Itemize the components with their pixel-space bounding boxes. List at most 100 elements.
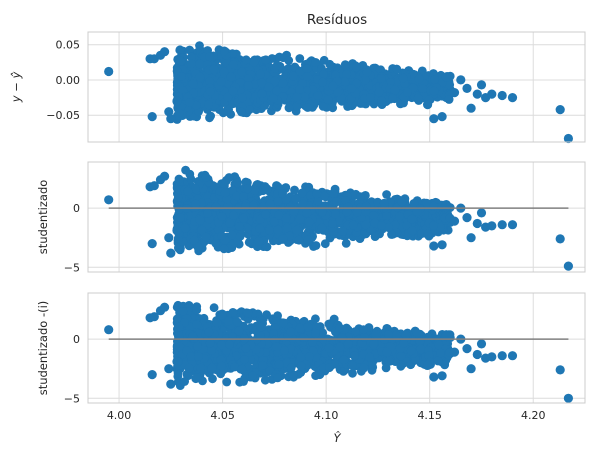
data-point bbox=[217, 231, 227, 241]
data-point bbox=[172, 226, 182, 236]
data-point bbox=[348, 220, 358, 230]
data-point bbox=[228, 60, 238, 69]
x-tick-label: 4.10 bbox=[314, 409, 339, 422]
data-point bbox=[319, 70, 328, 79]
data-point bbox=[423, 229, 433, 239]
data-point bbox=[245, 105, 254, 114]
data-point bbox=[228, 308, 238, 317]
data-point bbox=[217, 212, 227, 221]
data-point bbox=[392, 64, 402, 74]
data-point bbox=[255, 224, 265, 234]
data-point bbox=[186, 59, 196, 68]
data-point bbox=[218, 108, 228, 118]
data-point bbox=[240, 355, 249, 365]
data-point bbox=[164, 233, 174, 243]
data-point bbox=[359, 363, 369, 373]
data-point bbox=[295, 323, 305, 333]
data-point bbox=[174, 205, 184, 214]
data-point bbox=[174, 322, 184, 332]
data-point bbox=[297, 188, 307, 198]
data-point bbox=[407, 214, 417, 224]
data-point bbox=[342, 207, 352, 217]
x-tick-label: 4.00 bbox=[107, 409, 132, 422]
data-point bbox=[359, 332, 369, 342]
data-point bbox=[412, 207, 422, 217]
data-point bbox=[166, 114, 176, 124]
data-point bbox=[176, 56, 186, 66]
data-point bbox=[172, 357, 182, 367]
data-point bbox=[229, 210, 239, 220]
data-point bbox=[280, 346, 289, 355]
data-point bbox=[216, 355, 226, 365]
data-point bbox=[294, 235, 304, 245]
data-point bbox=[250, 185, 260, 195]
data-point bbox=[333, 88, 343, 97]
data-point bbox=[195, 41, 204, 50]
data-point bbox=[423, 360, 433, 370]
data-point bbox=[340, 77, 350, 87]
data-point bbox=[264, 82, 274, 92]
data-point bbox=[320, 239, 330, 249]
data-point bbox=[195, 72, 205, 82]
data-point bbox=[193, 242, 203, 252]
data-point bbox=[286, 327, 296, 337]
data-point bbox=[416, 344, 426, 354]
data-point bbox=[241, 55, 251, 65]
data-point bbox=[216, 77, 226, 86]
data-point bbox=[192, 320, 202, 329]
data-point bbox=[311, 328, 320, 338]
data-point bbox=[192, 373, 202, 382]
data-point bbox=[279, 318, 288, 328]
data-point bbox=[407, 226, 417, 236]
data-point bbox=[219, 244, 229, 254]
data-point bbox=[302, 208, 312, 218]
data-point bbox=[328, 81, 338, 91]
data-point bbox=[222, 377, 232, 387]
data-point bbox=[104, 195, 114, 205]
data-point bbox=[147, 239, 157, 249]
data-point bbox=[256, 69, 265, 79]
data-point bbox=[352, 62, 361, 72]
data-point bbox=[273, 225, 283, 235]
data-point bbox=[207, 363, 217, 373]
data-point bbox=[303, 235, 313, 245]
data-point bbox=[507, 351, 518, 361]
y-axis-label: studentizado -(i) bbox=[36, 301, 50, 396]
data-point bbox=[288, 370, 298, 379]
data-point bbox=[507, 93, 518, 103]
data-point bbox=[190, 184, 200, 194]
data-point bbox=[341, 239, 351, 248]
data-point bbox=[289, 207, 299, 217]
data-point bbox=[318, 102, 328, 111]
data-point bbox=[319, 55, 329, 65]
data-point bbox=[290, 185, 299, 195]
data-point bbox=[325, 363, 334, 373]
data-point bbox=[332, 197, 342, 206]
data-point bbox=[261, 55, 271, 65]
data-point bbox=[295, 84, 304, 94]
data-point bbox=[487, 221, 497, 231]
data-point bbox=[263, 339, 273, 349]
data-point bbox=[413, 93, 423, 103]
data-point bbox=[201, 232, 211, 242]
data-point bbox=[422, 198, 432, 208]
data-point bbox=[330, 209, 340, 219]
data-point bbox=[282, 223, 292, 233]
panel-frame bbox=[87, 31, 586, 143]
data-point bbox=[466, 364, 476, 374]
data-point bbox=[444, 80, 454, 89]
data-point bbox=[164, 364, 174, 374]
data-point bbox=[408, 69, 418, 79]
data-point bbox=[298, 199, 308, 209]
y-tick-label: 0 bbox=[73, 202, 80, 215]
data-point bbox=[409, 199, 419, 208]
data-point bbox=[434, 340, 444, 350]
data-point bbox=[244, 237, 254, 247]
data-point bbox=[319, 191, 329, 201]
data-point bbox=[371, 329, 381, 339]
data-point bbox=[166, 379, 176, 389]
y-tick-label: −0.05 bbox=[46, 109, 80, 122]
data-point bbox=[211, 239, 221, 248]
